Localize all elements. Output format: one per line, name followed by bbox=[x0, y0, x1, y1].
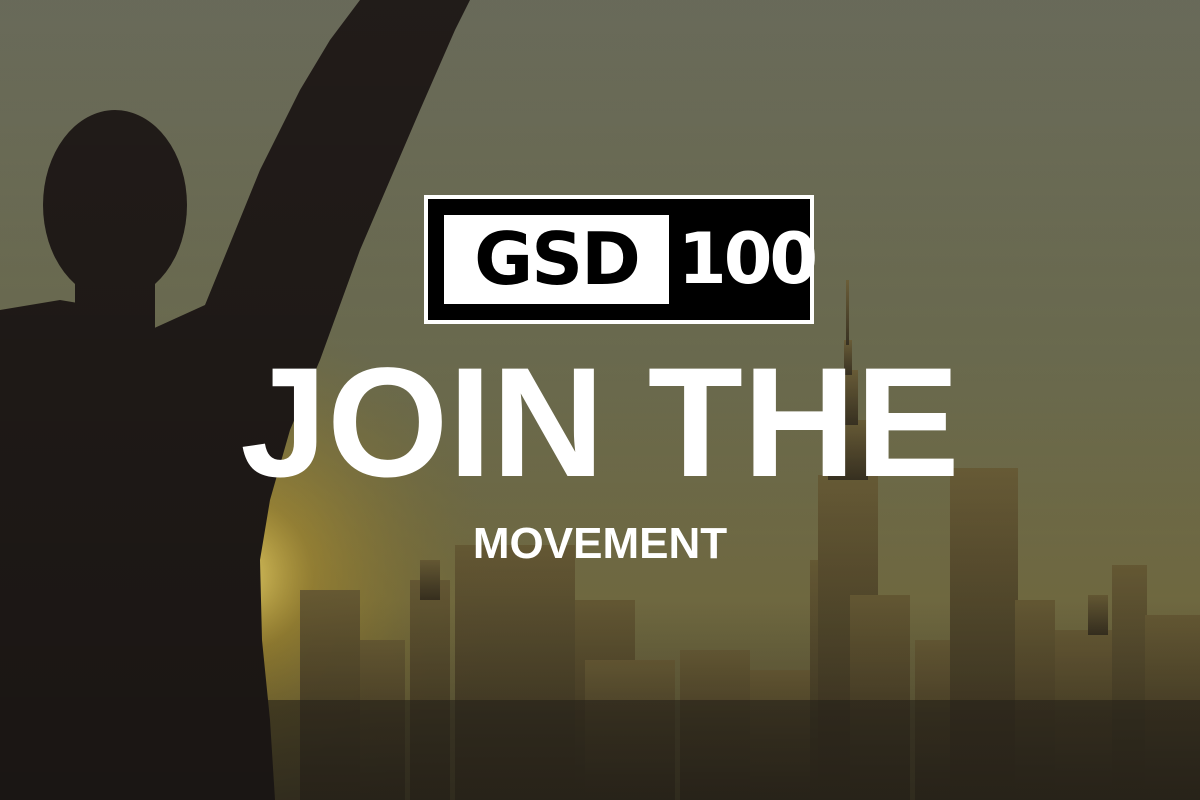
subheadline: MOVEMENT bbox=[472, 519, 728, 568]
gsd-100-logo: GSD 100 bbox=[424, 195, 818, 324]
logo-frame: GSD 100 bbox=[428, 199, 818, 320]
headline: JOIN THE bbox=[240, 336, 960, 510]
logo-100-text: 100 bbox=[678, 218, 818, 300]
logo-gsd-text: GSD bbox=[444, 215, 669, 304]
